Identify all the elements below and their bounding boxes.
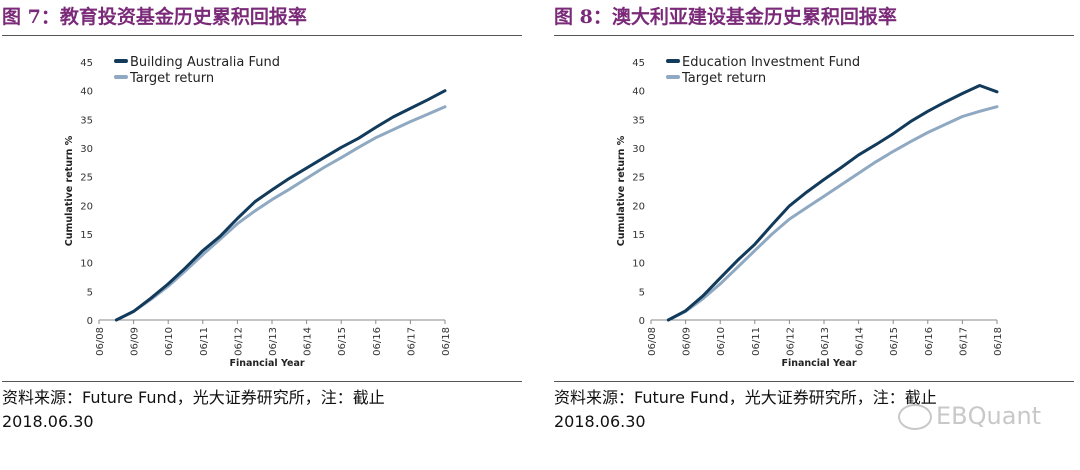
x-tick-label: 06/10 [164,327,175,356]
y-tick-label: 40 [632,87,645,98]
x-axis-title: Financial Year [781,358,856,369]
figure-title: 图 8：澳大利亚建设基金历史累积回报率 [554,6,897,28]
legend-label: Target return [681,71,766,86]
legend-label: Building Australia Fund [130,55,280,70]
x-tick-label: 06/12 [785,327,796,356]
x-tick-label: 06/16 [924,327,935,356]
x-tick-label: 06/17 [406,327,417,356]
x-tick-label: 06/18 [993,327,1004,356]
x-tick-label: 06/12 [233,327,244,356]
y-tick-label: 35 [632,115,645,126]
x-tick-label: 06/16 [372,327,383,356]
source-note: 资料来源：Future Fund，光大证券研究所，注：截止 2018.06.30 [554,388,937,431]
figure-panel-7: 图 7：教育投资基金历史累积回报率 0 5 10 15 20 25 30 35 40 45 06/0… [2,0,522,470]
watermark: EBQuant [898,402,1041,430]
legend-label: Education Investment Fund [682,55,860,70]
x-tick-label: 06/10 [716,327,727,356]
x-tick-label: 06/11 [751,327,762,356]
bottom-rule [554,381,1074,382]
x-tick-label: 06/13 [820,327,831,356]
x-tick-label: 06/11 [199,327,210,356]
y-tick-label: 0 [639,316,645,327]
legend-label: Target return [129,71,214,86]
y-tick-label: 45 [80,58,93,69]
y-tick-label: 5 [87,287,93,298]
figure-panel-8: 图 8：澳大利亚建设基金历史累积回报率 0 5 10 15 20 25 30 35 40 45 06… [554,0,1074,470]
wechat-icon [898,404,932,430]
x-tick-label: 06/08 [647,327,658,356]
x-tick-label: 06/14 [855,327,866,356]
line-chart: 0 5 10 15 20 25 30 35 40 45 06/08 06/09 06/10 06/11 06… [616,55,1004,369]
y-tick-label: 25 [80,173,93,184]
figure-title: 图 7：教育投资基金历史累积回报率 [2,6,307,28]
watermark-text: EBQuant [936,402,1042,430]
y-tick-label: 30 [80,144,93,155]
x-tick-label: 06/15 [337,327,348,356]
x-tick-label: 06/09 [682,327,693,356]
series-line-0 [114,89,447,322]
top-rule [2,35,522,36]
x-tick-label: 06/15 [889,327,900,356]
y-tick-label: 5 [639,287,645,298]
y-tick-label: 30 [632,144,645,155]
y-tick-label: 15 [80,230,93,241]
y-tick-label: 15 [632,230,645,241]
y-tick-label: 45 [632,58,645,69]
x-tick-label: 06/14 [303,327,314,356]
x-tick-label: 06/13 [268,327,279,356]
y-axis-title: Cumulative return % [64,135,75,246]
x-tick-label: 06/09 [130,327,141,356]
x-tick-label: 06/18 [441,327,452,356]
x-tick-label: 06/08 [95,327,106,356]
source-note: 资料来源：Future Fund，光大证券研究所，注：截止 2018.06.30 [2,388,385,431]
y-axis-title: Cumulative return % [616,135,627,246]
y-tick-label: 35 [80,115,93,126]
series-line-1 [114,105,447,322]
y-tick-label: 20 [632,201,645,212]
y-tick-label: 10 [80,259,93,270]
y-tick-label: 25 [632,173,645,184]
y-tick-label: 40 [80,87,93,98]
y-tick-label: 10 [632,259,645,270]
y-tick-label: 20 [80,201,93,212]
line-chart: 0 5 10 15 20 25 30 35 40 45 06/08 06/09 06/10 06/11 06… [64,55,452,369]
x-tick-label: 06/17 [958,327,969,356]
top-rule [554,35,1074,36]
x-axis-title: Financial Year [229,358,304,369]
series-line-0 [666,84,999,322]
y-tick-label: 0 [87,316,93,327]
bottom-rule [2,381,522,382]
series-line-1 [666,105,999,322]
